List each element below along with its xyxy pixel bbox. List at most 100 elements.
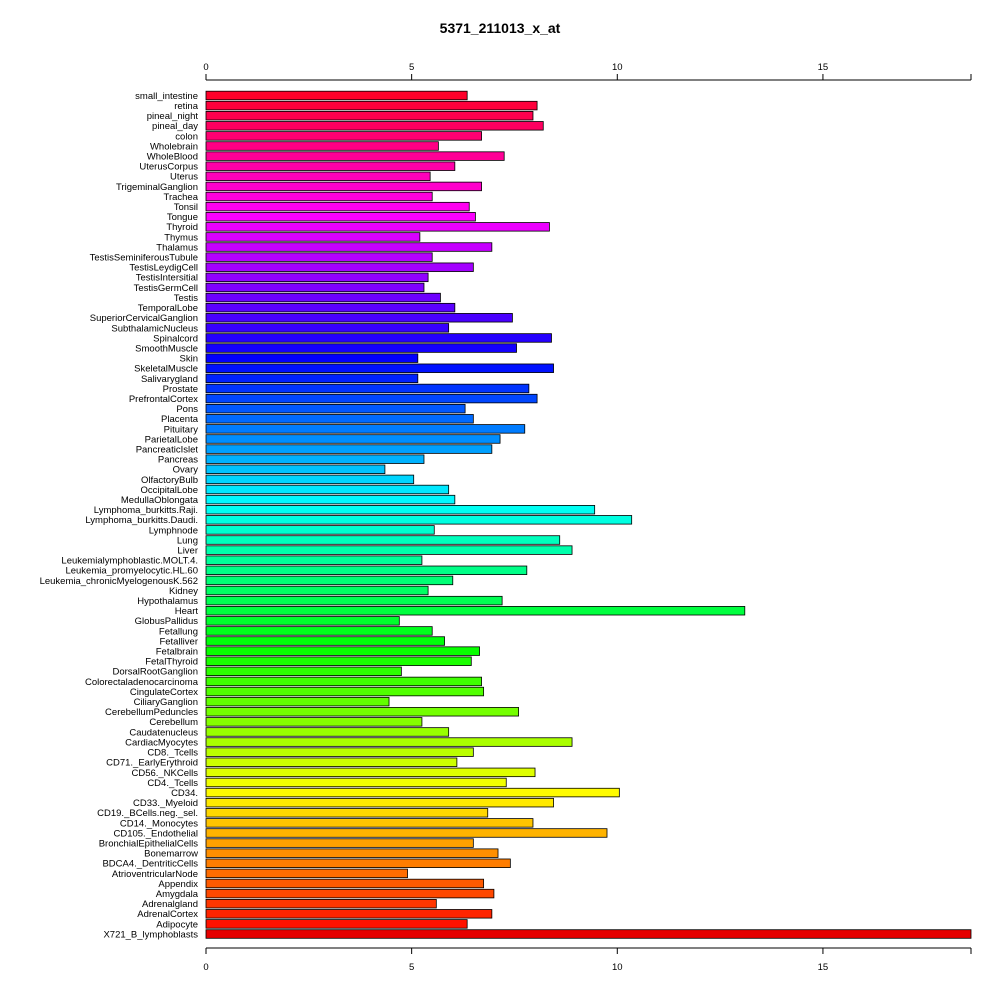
category-label: colon xyxy=(175,131,198,142)
bar xyxy=(205,808,489,818)
bottom-axis-tick-label: 0 xyxy=(203,962,208,973)
bar xyxy=(205,444,493,454)
category-label: TestisLeydigCell xyxy=(129,263,198,274)
category-label: Lymphnode xyxy=(149,525,198,536)
bar xyxy=(205,878,485,889)
bar xyxy=(205,252,433,262)
bottom-axis-tick-label: 15 xyxy=(818,962,829,973)
bar xyxy=(205,383,530,394)
bar xyxy=(205,161,456,171)
bar xyxy=(205,353,419,363)
bar xyxy=(205,141,439,151)
category-label: X721_B_lymphoblasts xyxy=(103,929,198,940)
category-label: Prostate xyxy=(163,384,198,395)
category-label: BDCA4._DentriticCells xyxy=(102,859,198,870)
top-axis-tick-label: 10 xyxy=(612,62,623,73)
category-label: Amygdala xyxy=(156,889,199,900)
bar xyxy=(205,333,552,343)
bar xyxy=(205,505,596,515)
bar xyxy=(205,212,476,222)
category-label: Skin xyxy=(180,354,198,365)
category-label: CD14._Monocytes xyxy=(120,818,198,829)
category-label: Tonsil xyxy=(174,202,198,213)
bar xyxy=(205,515,633,525)
bar xyxy=(205,606,746,616)
bar xyxy=(205,222,550,232)
category-label: Liver xyxy=(177,546,198,557)
bar xyxy=(205,626,433,636)
bar xyxy=(205,242,493,252)
category-label: retina xyxy=(174,101,198,112)
category-label: Lymphoma_burkitts.Daudi. xyxy=(85,515,198,526)
category-label: Caudatenucleus xyxy=(129,727,198,738)
bar xyxy=(205,363,554,373)
category-label: CerebellumPeduncles xyxy=(105,707,198,718)
category-label: CingulateCortex xyxy=(130,687,198,698)
category-label: Fetallung xyxy=(159,626,198,637)
bar xyxy=(205,797,554,808)
bar xyxy=(205,898,437,909)
category-label: Kidney xyxy=(169,586,198,597)
bottom-axis-tick-label: 10 xyxy=(612,962,623,973)
category-label: CiliaryGanglion xyxy=(134,697,198,708)
category-label: DorsalRootGanglion xyxy=(112,667,198,678)
category-label: CD8._Tcells xyxy=(147,748,198,759)
top-axis-tick-label: 0 xyxy=(203,62,208,73)
bar xyxy=(205,717,423,727)
bar xyxy=(205,373,419,384)
bar xyxy=(205,454,425,464)
bar xyxy=(205,737,573,747)
category-label: Leukemialymphoblastic.MOLT.4. xyxy=(61,556,198,567)
category-label: Fetalbrain xyxy=(156,647,198,658)
bar xyxy=(205,696,390,707)
category-label: Testis xyxy=(174,293,199,304)
category-label: UterusCorpus xyxy=(139,162,198,173)
bar xyxy=(205,868,408,879)
category-label: Thymus xyxy=(164,232,198,243)
category-label: Leukemia_chronicMyelogenousK.562 xyxy=(40,576,198,587)
category-label: Thalamus xyxy=(156,242,198,253)
bar xyxy=(205,666,402,677)
category-label: Pancreas xyxy=(158,455,198,466)
bar xyxy=(205,585,429,596)
category-label: Uterus xyxy=(170,172,198,183)
bar xyxy=(205,595,503,606)
bar xyxy=(205,343,517,353)
category-label: Salivarygland xyxy=(141,374,198,385)
bar xyxy=(205,848,499,858)
category-label: Appendix xyxy=(158,879,198,890)
bar xyxy=(205,646,480,656)
bar xyxy=(205,414,474,424)
bottom-axis-tick-label: 5 xyxy=(409,962,414,973)
category-label: Pons xyxy=(176,404,198,415)
category-label: Thyroid xyxy=(166,222,198,233)
category-label: PrefrontalCortex xyxy=(129,394,198,405)
category-label: Trachea xyxy=(164,192,199,203)
category-label: Tongue xyxy=(167,212,198,223)
category-label: TestisSeminiferousTubule xyxy=(90,253,198,264)
bar xyxy=(205,313,513,323)
bar xyxy=(205,686,485,697)
bar xyxy=(205,494,456,505)
bar xyxy=(205,616,400,626)
category-label: TestisIntersitial xyxy=(136,273,198,284)
category-label: CD34. xyxy=(171,788,198,799)
bar xyxy=(205,272,429,283)
category-label: Spinalcord xyxy=(153,333,198,344)
bar xyxy=(205,727,450,737)
bar xyxy=(205,767,536,778)
category-label: AtrioventricularNode xyxy=(112,869,198,880)
bar xyxy=(205,201,470,212)
bar xyxy=(205,121,544,131)
bar xyxy=(205,565,528,576)
category-label: SmoothMuscle xyxy=(135,343,198,354)
category-label: AdrenalCortex xyxy=(137,909,198,920)
bar xyxy=(205,545,573,555)
bar xyxy=(205,575,454,586)
category-label: Leukemia_promyelocytic.HL.60 xyxy=(65,566,198,577)
bar xyxy=(205,909,493,919)
bar xyxy=(205,323,450,333)
category-label: Ovary xyxy=(173,465,199,476)
category-label: Bonemarrow xyxy=(144,849,198,860)
